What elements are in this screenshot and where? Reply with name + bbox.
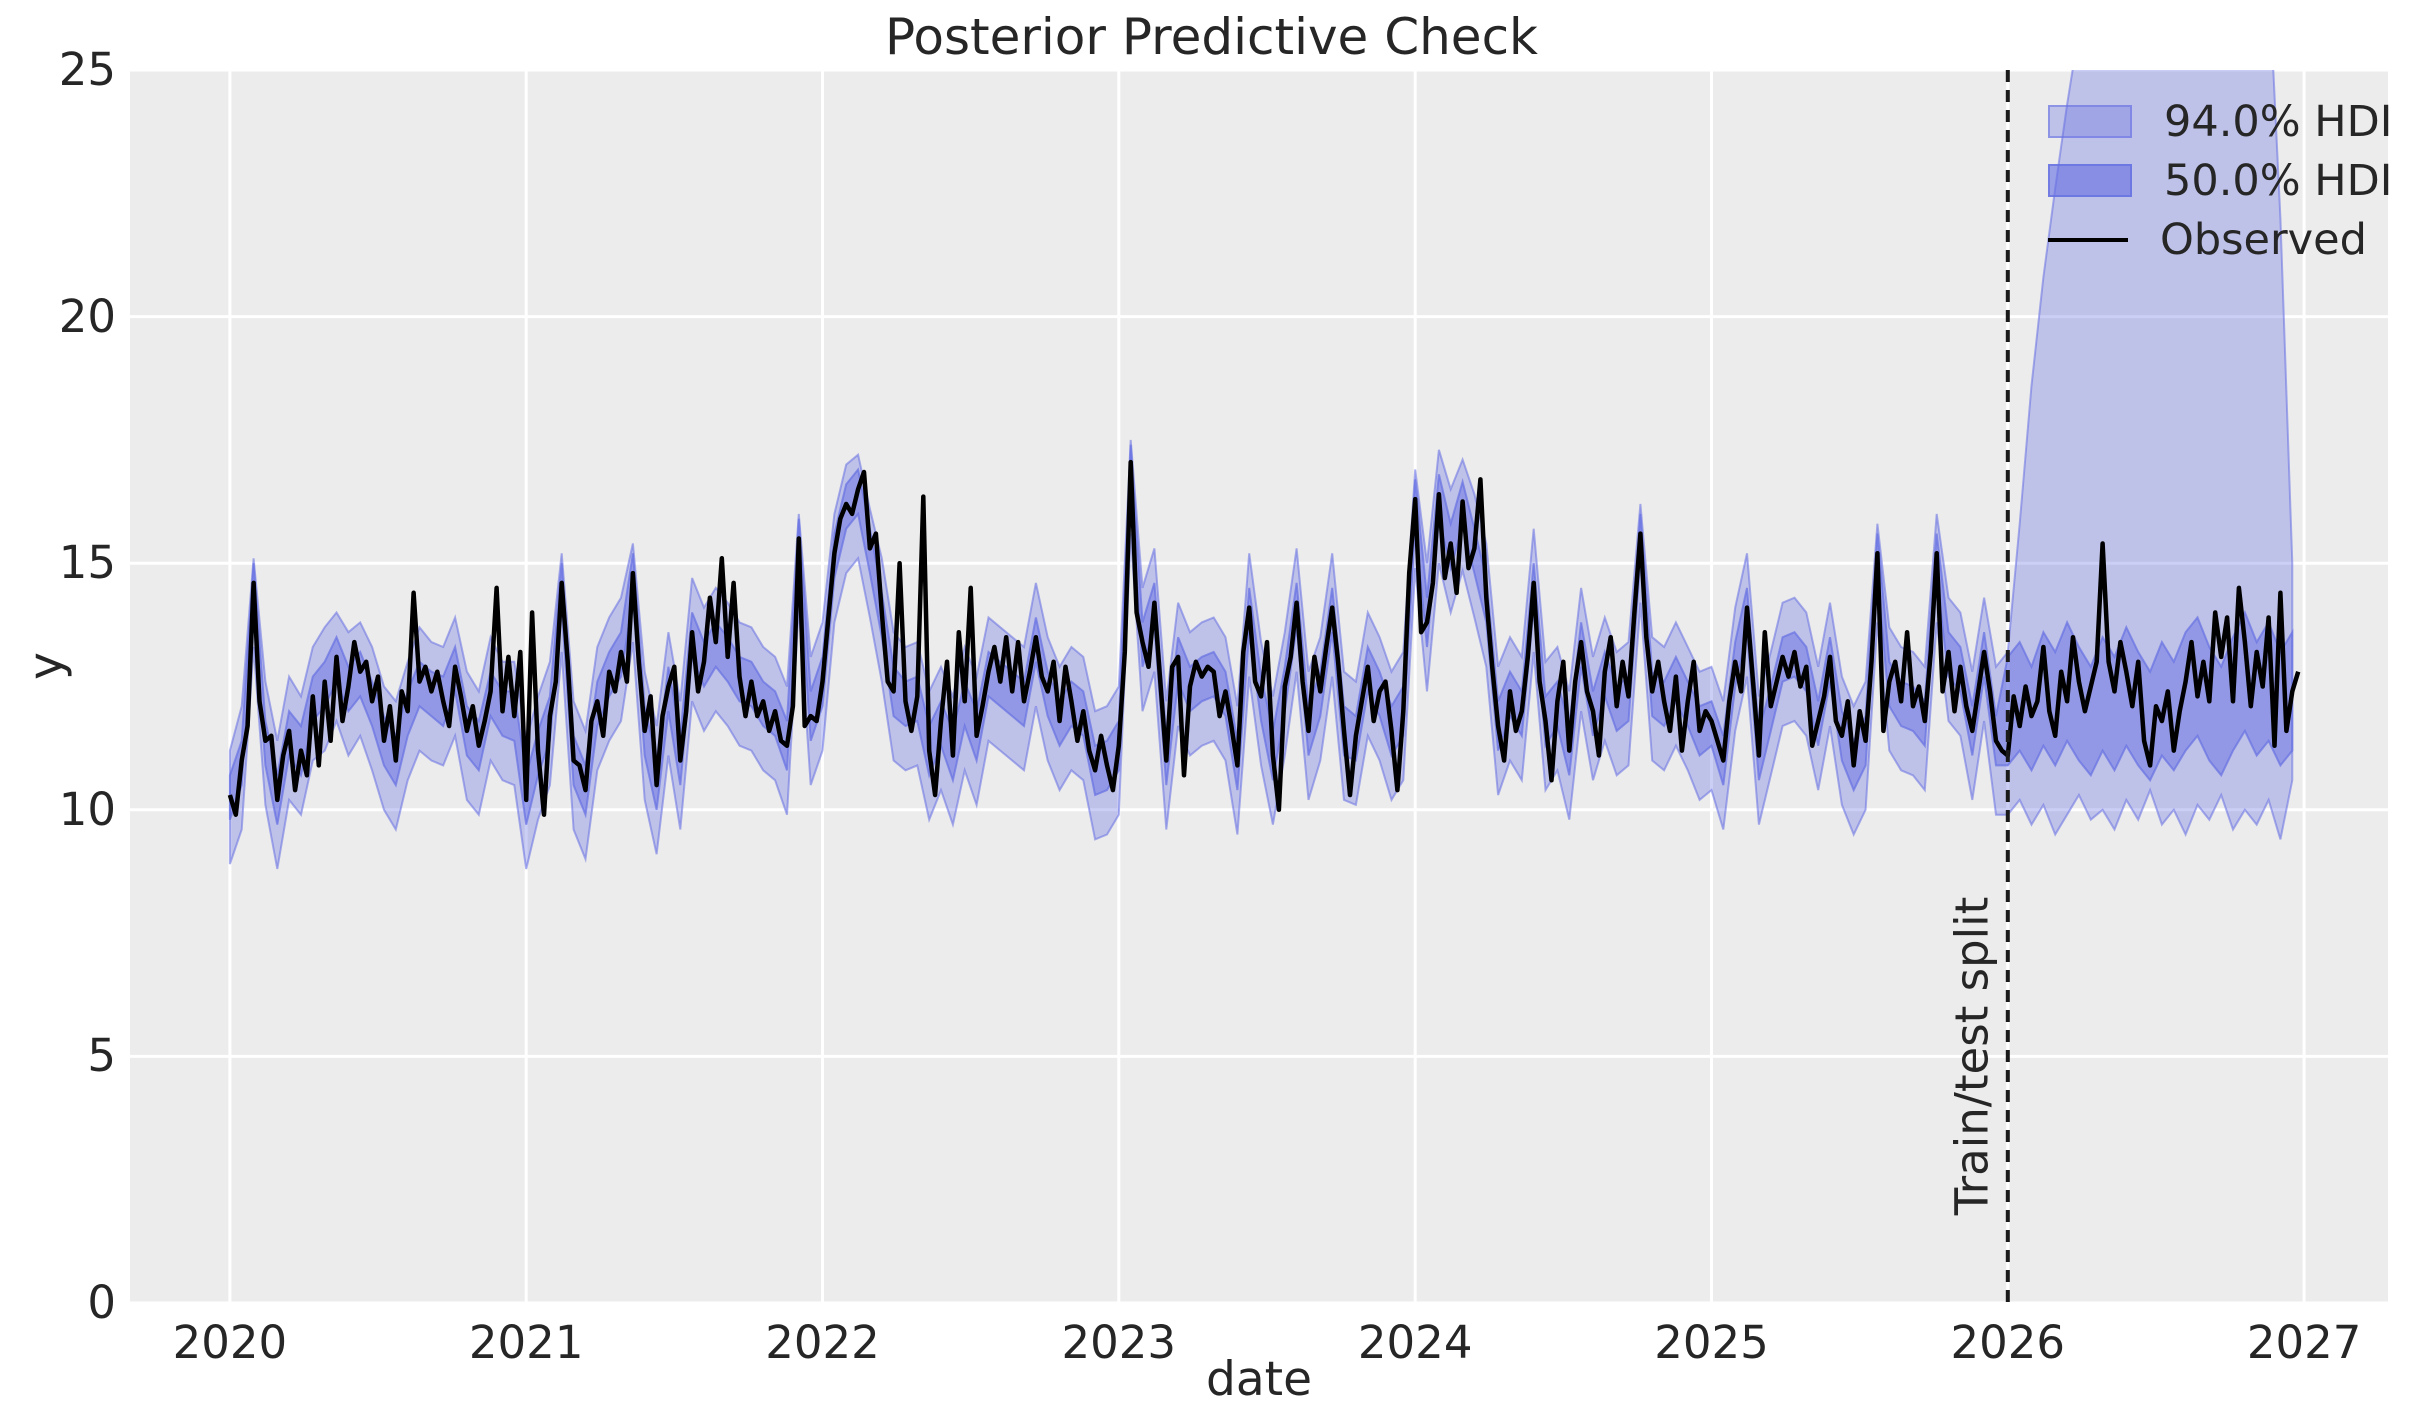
hdi50-band-swatch xyxy=(2048,164,2132,197)
x-tick-label: 2025 xyxy=(1654,1316,1769,1369)
train-test-split-label: Train/test split xyxy=(1945,896,1999,1216)
y-tick-label: 0 xyxy=(87,1276,116,1329)
observed-line xyxy=(227,459,2301,817)
x-tick-label: 2020 xyxy=(172,1316,288,1369)
x-tick-label: 2024 xyxy=(1357,1316,1473,1369)
legend: 94.0% HDI 50.0% HDI Observed xyxy=(2048,92,2392,269)
hdi94-band-swatch xyxy=(2048,105,2132,138)
x-tick-label: 2021 xyxy=(468,1316,584,1369)
legend-item-hdi50: 50.0% HDI xyxy=(2048,151,2392,210)
legend-item-observed: Observed xyxy=(2048,210,2392,269)
y-tick-label: 10 xyxy=(58,782,116,836)
legend-item-hdi94: 94.0% HDI xyxy=(2048,92,2392,151)
x-tick-label: 2022 xyxy=(765,1316,880,1369)
x-tick-label: 2023 xyxy=(1061,1316,1177,1369)
x-tick-label: 2027 xyxy=(2246,1316,2362,1369)
chart-title: Posterior Predictive Check xyxy=(884,8,1539,66)
y-tick-label: 5 xyxy=(87,1029,116,1083)
y-tick-label: 25 xyxy=(58,43,116,96)
x-tick-label: 2026 xyxy=(1950,1316,2066,1369)
y-tick-label: 20 xyxy=(58,289,116,343)
x-axis-label: date xyxy=(1206,1352,1312,1407)
legend-label: 50.0% HDI xyxy=(2164,155,2393,206)
observed-line-swatch xyxy=(2048,237,2128,242)
y-tick-label: 15 xyxy=(58,536,116,590)
legend-label: 94.0% HDI xyxy=(2164,96,2393,147)
legend-label: Observed xyxy=(2160,214,2367,265)
y-axis-label: y xyxy=(18,652,74,680)
